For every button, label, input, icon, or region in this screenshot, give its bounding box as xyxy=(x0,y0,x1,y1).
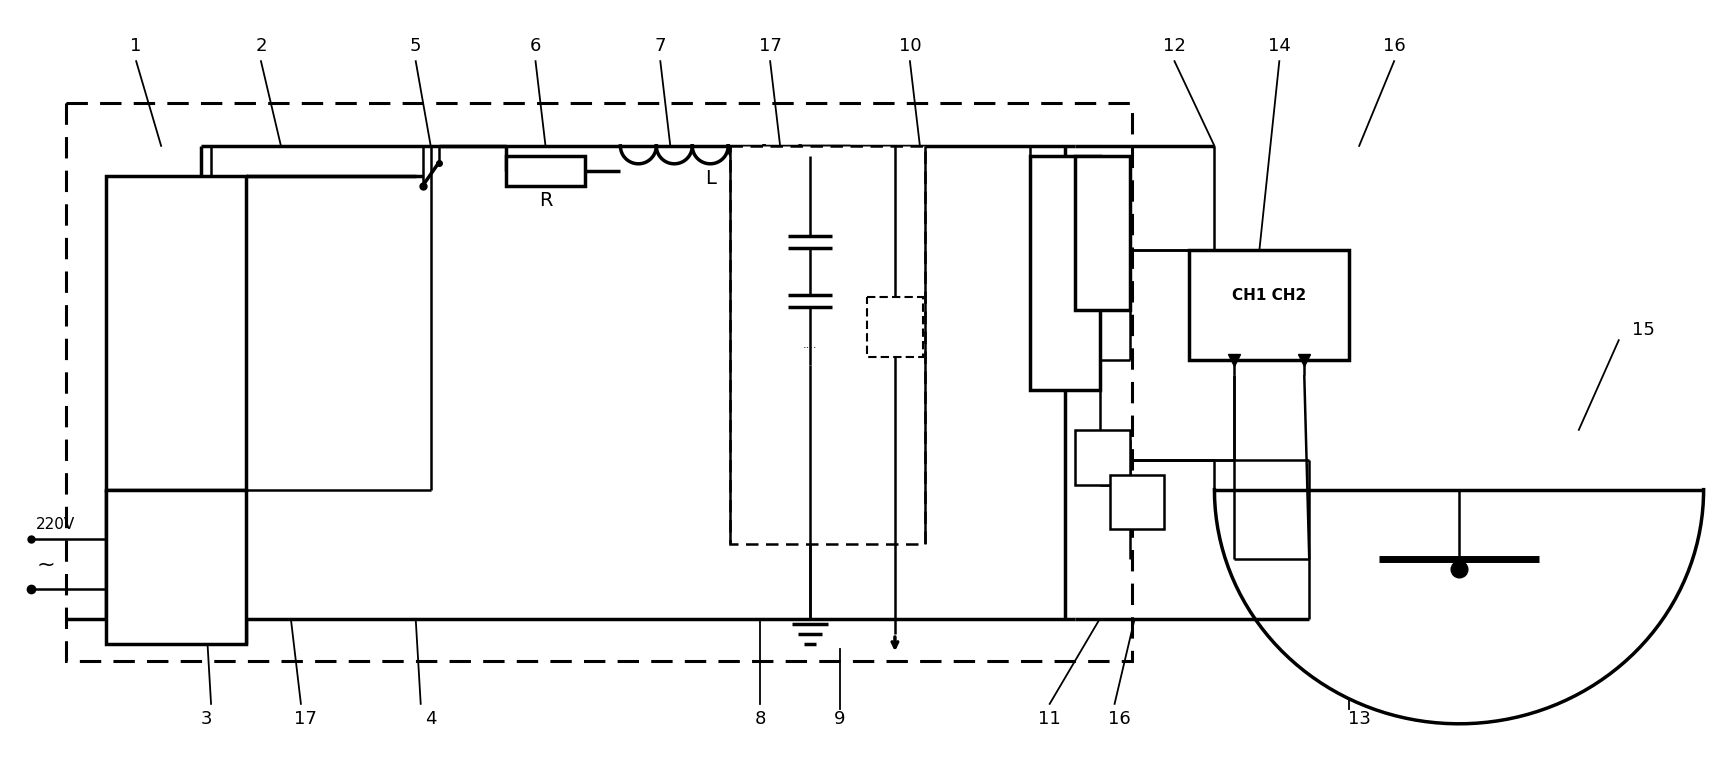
Text: 17: 17 xyxy=(294,710,317,728)
Text: 7: 7 xyxy=(654,37,666,55)
Bar xyxy=(106,176,247,490)
Text: ....: .... xyxy=(803,340,817,350)
Text: 6: 6 xyxy=(529,37,541,55)
FancyBboxPatch shape xyxy=(731,146,924,545)
Text: 13: 13 xyxy=(1347,710,1371,728)
FancyBboxPatch shape xyxy=(866,298,923,357)
Bar xyxy=(505,156,586,185)
Bar xyxy=(106,490,247,644)
Text: 11: 11 xyxy=(1037,710,1061,728)
Bar xyxy=(1029,156,1099,390)
Text: 16: 16 xyxy=(1383,37,1406,55)
Text: 8: 8 xyxy=(755,710,765,728)
Bar xyxy=(1190,251,1349,360)
Text: 1: 1 xyxy=(130,37,142,55)
Text: ~: ~ xyxy=(36,555,55,574)
Text: 9: 9 xyxy=(834,710,846,728)
Text: 2: 2 xyxy=(255,37,267,55)
Text: 3: 3 xyxy=(200,710,212,728)
Text: CH1 CH2: CH1 CH2 xyxy=(1233,287,1306,303)
Bar xyxy=(1075,430,1130,485)
Text: 15: 15 xyxy=(1632,321,1656,339)
Text: R: R xyxy=(539,191,553,210)
Text: 5: 5 xyxy=(409,37,421,55)
Text: 4: 4 xyxy=(425,710,437,728)
Bar xyxy=(1109,474,1164,530)
Text: 16: 16 xyxy=(1108,710,1132,728)
Text: 220V: 220V xyxy=(36,517,75,532)
FancyBboxPatch shape xyxy=(67,103,1132,661)
Text: 17: 17 xyxy=(758,37,782,55)
Text: 14: 14 xyxy=(1269,37,1291,55)
Text: 10: 10 xyxy=(899,37,921,55)
Text: L: L xyxy=(705,169,716,188)
Bar xyxy=(1075,156,1130,310)
Text: 12: 12 xyxy=(1162,37,1186,55)
